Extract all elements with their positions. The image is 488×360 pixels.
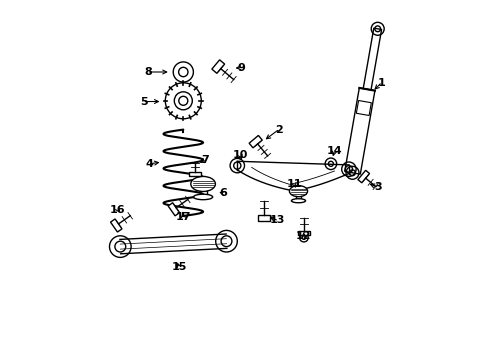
Polygon shape: [357, 170, 369, 183]
Ellipse shape: [291, 199, 305, 203]
Text: 8: 8: [144, 67, 152, 77]
Text: 12: 12: [296, 231, 311, 241]
Ellipse shape: [190, 176, 215, 192]
Polygon shape: [297, 231, 309, 235]
Text: 11: 11: [286, 179, 301, 189]
Text: 10: 10: [232, 150, 247, 160]
Text: 4: 4: [145, 159, 153, 169]
Polygon shape: [211, 60, 224, 73]
Text: 6: 6: [219, 188, 227, 198]
Polygon shape: [356, 100, 370, 116]
Polygon shape: [363, 28, 381, 90]
Text: 2: 2: [274, 125, 282, 135]
Text: 9: 9: [237, 63, 244, 73]
Polygon shape: [258, 215, 270, 220]
Text: 7: 7: [202, 155, 209, 165]
Ellipse shape: [193, 194, 212, 200]
Polygon shape: [168, 203, 179, 216]
Text: 3: 3: [373, 182, 381, 192]
Polygon shape: [188, 172, 201, 175]
Text: 13: 13: [269, 215, 285, 225]
Text: 1: 1: [377, 78, 385, 88]
Ellipse shape: [289, 186, 307, 197]
Text: 5: 5: [140, 96, 147, 107]
Text: 14: 14: [326, 146, 342, 156]
Polygon shape: [248, 135, 262, 148]
Text: 17: 17: [175, 212, 191, 222]
Polygon shape: [110, 219, 122, 232]
Text: 15: 15: [171, 262, 186, 272]
Text: 16: 16: [110, 204, 125, 215]
Polygon shape: [344, 88, 374, 174]
